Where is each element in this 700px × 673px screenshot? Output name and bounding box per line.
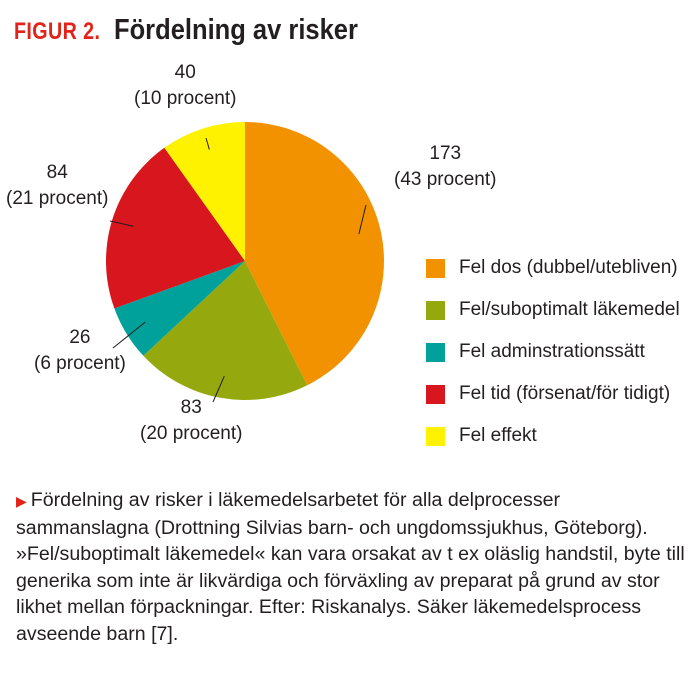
legend-item: Fel effekt: [426, 415, 680, 457]
label-slice-2: 26 (6 procent): [34, 325, 126, 377]
pie-slice: [114, 261, 245, 356]
legend-swatch: [426, 342, 445, 362]
legend-swatch: [426, 300, 445, 320]
legend-item: Fel dos (dubbel/utebliven): [426, 247, 680, 289]
slice-leader-line: [112, 321, 146, 349]
slice-leader-line: [212, 375, 225, 403]
legend-label: Fel effekt: [459, 425, 537, 446]
pie-slice: [106, 147, 245, 309]
pie-slice: [164, 122, 245, 261]
legend-swatch: [426, 426, 445, 446]
label-slice-3-count: 84: [46, 162, 68, 183]
pie-chart: [106, 122, 385, 403]
legend-label: Fel/suboptimalt läkemedel: [459, 299, 680, 320]
slice-leader-line: [109, 220, 134, 227]
figure-number: FIGUR 2.: [14, 18, 101, 45]
caption-triangle-icon: ▶: [16, 493, 27, 509]
caption-text: Fördelning av risker i läkemedelsarbetet…: [16, 489, 685, 645]
slice-leader-line: [205, 137, 210, 150]
figure-title: FIGUR 2. Fördelning av risker: [14, 14, 391, 47]
pie-slice: [143, 261, 308, 401]
label-slice-1-percent: (20 procent): [140, 423, 243, 444]
legend-label: Fel adminstrationssätt: [459, 341, 645, 362]
figure-caption: ▶ Fördelning av risker i läkemedelsarbete…: [16, 487, 696, 648]
legend-label: Fel dos (dubbel/utebliven): [459, 257, 678, 278]
label-slice-0-count: 173: [429, 143, 462, 164]
slice-leader-line: [358, 204, 367, 235]
legend-item: Fel/suboptimalt läkemedel: [426, 289, 680, 331]
legend-item: Fel tid (försenat/för tidigt): [426, 373, 680, 415]
pie-slice: [245, 122, 385, 386]
legend-swatch: [426, 384, 445, 404]
label-slice-0-percent: (43 procent): [394, 169, 497, 190]
chart-title: Fördelning av risker: [113, 14, 358, 46]
label-slice-0: 173 (43 procent): [394, 141, 496, 193]
label-slice-1: 83 (20 procent): [140, 395, 242, 447]
label-slice-3-percent: (21 procent): [6, 188, 109, 209]
legend-item: Fel adminstrationssätt: [426, 331, 680, 373]
legend-label: Fel tid (försenat/för tidigt): [459, 383, 671, 404]
label-slice-3: 84 (21 procent): [6, 160, 108, 212]
label-slice-2-count: 26: [69, 327, 91, 348]
label-slice-2-percent: (6 procent): [34, 353, 126, 374]
label-slice-1-count: 83: [180, 397, 202, 418]
legend-swatch: [426, 258, 445, 278]
label-slice-4-count: 40: [174, 62, 196, 83]
label-slice-4-percent: (10 procent): [134, 88, 237, 109]
label-slice-4: 40 (10 procent): [134, 60, 236, 112]
legend: Fel dos (dubbel/utebliven) Fel/suboptima…: [426, 247, 680, 457]
